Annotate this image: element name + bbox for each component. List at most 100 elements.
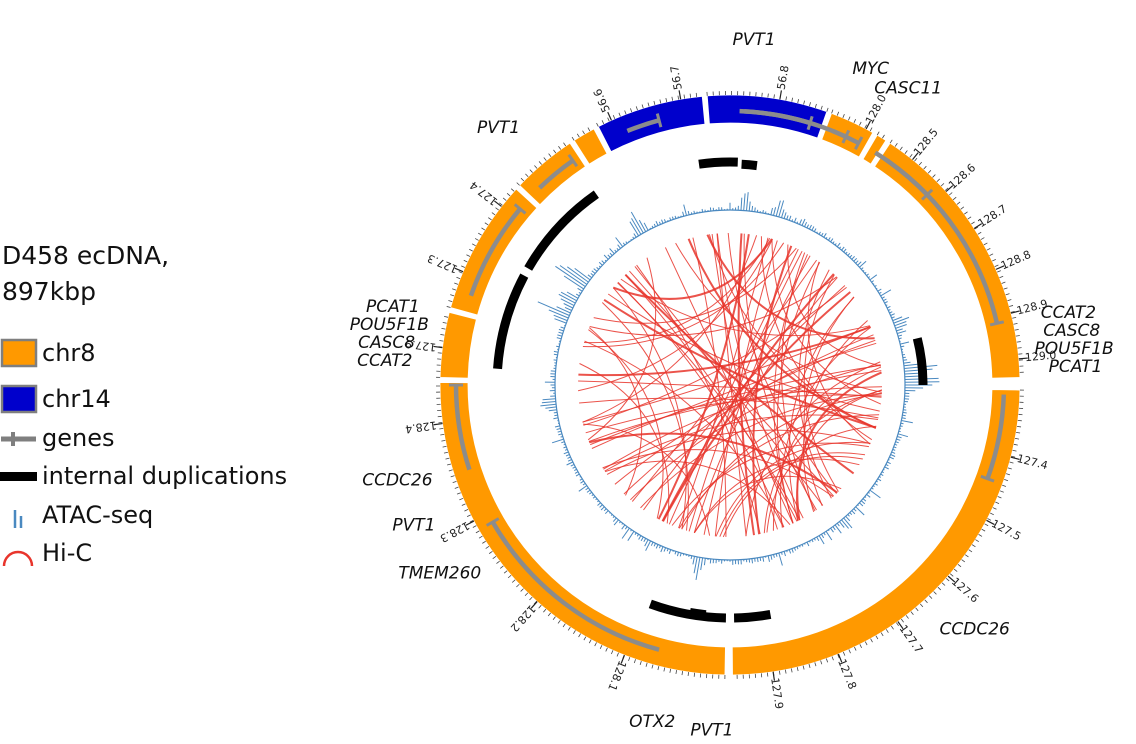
atac-bar [891,316,895,319]
atac-bar [560,326,565,329]
minor-tick [578,633,581,638]
gene-label-15: POU5F1B [350,315,429,335]
minor-tick [1001,281,1006,284]
atac-bar [781,209,785,218]
atac-bar [783,212,787,219]
major-tick [433,345,443,349]
atac-bar [884,466,889,470]
atac-bar [890,313,895,316]
minor-tick [1014,437,1020,440]
gene-span-2 [985,394,1007,480]
atac-bar [597,502,601,506]
atac-bar [574,267,591,281]
atac-bar [551,438,564,444]
minor-tick [836,111,840,116]
atac-bar [804,221,808,227]
minor-tick [814,662,817,667]
tick-label: 128.1 [605,659,629,693]
duplication-bar-2 [689,608,707,620]
atac-bar [778,552,783,566]
hic-link-66 [643,285,846,511]
atac-bar [880,289,892,297]
atac-bar [801,544,804,547]
minor-tick [492,555,497,559]
minor-tick [610,650,614,655]
atac-bar [655,544,659,549]
atac-bar [628,240,630,243]
atac-bar [651,225,654,229]
hic-link-70 [766,425,877,533]
atac-bar [843,517,853,529]
atac-bar [567,456,571,459]
atac-bar [630,238,633,241]
minor-tick [918,161,923,166]
gene-end-7 [655,113,663,128]
atac-bar [892,448,896,451]
atac-bar [574,468,577,472]
atac-bar [756,557,759,563]
atac-bar [599,504,603,508]
duplications-track [493,157,928,623]
hic-link-41 [711,234,778,530]
atac-bar [563,446,567,449]
atac-bar [895,441,899,444]
atac-bar [901,417,906,419]
hic-link-63 [771,238,881,405]
atac-bar [820,232,824,237]
atac-bar [903,359,908,361]
minor-tick [601,120,605,125]
hic-link-44 [582,242,785,348]
legend-label-chr14: chr14 [42,385,111,413]
minor-tick [910,611,914,616]
hic-link-47 [606,429,871,475]
atac-bar [683,204,687,216]
atac-bar [895,324,907,329]
tick-label: 128.6 [946,161,978,192]
minor-tick [639,660,642,666]
minor-tick [474,238,479,241]
atac-bar [743,193,746,211]
minor-tick [576,133,580,138]
minor-tick [466,514,471,517]
hic-link-75 [693,458,860,533]
hic-link-65 [675,242,882,393]
atac-bar [674,215,677,219]
minor-tick [440,433,445,436]
atac-bar [832,526,836,531]
minor-tick [914,157,918,162]
minor-tick [974,226,979,230]
atac-bar [621,524,626,530]
minor-tick [784,669,787,674]
minor-tick [507,574,512,579]
atac-bar [773,207,777,216]
minor-tick [443,451,448,454]
segment-segF [573,128,608,165]
atac-bar [577,287,583,292]
duplication-bar-7 [912,337,928,386]
minor-tick [1003,287,1008,290]
atac-bar [614,249,617,253]
atac-bar [560,298,575,307]
hic-link-35 [607,293,880,412]
hic-link-48 [588,432,838,494]
atac-bar [604,510,609,515]
atac-bar [883,298,887,302]
atac-bar [853,508,857,512]
atac-bar [557,334,563,337]
minor-tick [905,615,909,619]
minor-tick [880,632,884,637]
hic-link-89 [678,414,880,529]
major-tick [865,120,871,130]
atac-bar [687,210,690,215]
minor-tick [1007,299,1012,302]
hic-link-54 [604,460,791,526]
atac-bar [825,531,833,541]
tick-label: 56.8 [775,64,792,90]
atac-bar [574,471,579,474]
gene-label-11: PVT1 [392,516,435,536]
gene-end-10 [989,320,1005,327]
minor-tick [1017,347,1022,349]
atac-bar [860,500,866,505]
minor-tick [444,315,449,318]
minor-tick [618,112,621,117]
